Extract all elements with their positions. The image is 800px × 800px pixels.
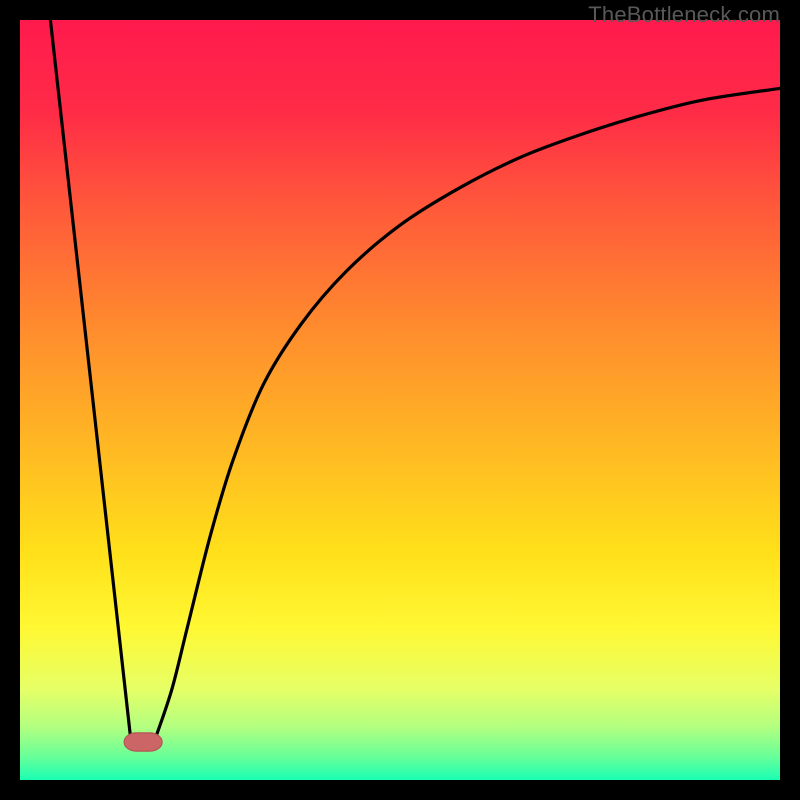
chart-plot-area [20,20,780,780]
bottleneck-marker [124,733,162,751]
gradient-background [20,20,780,780]
watermark-text: TheBottleneck.com [588,2,780,28]
chart-svg [20,20,780,780]
